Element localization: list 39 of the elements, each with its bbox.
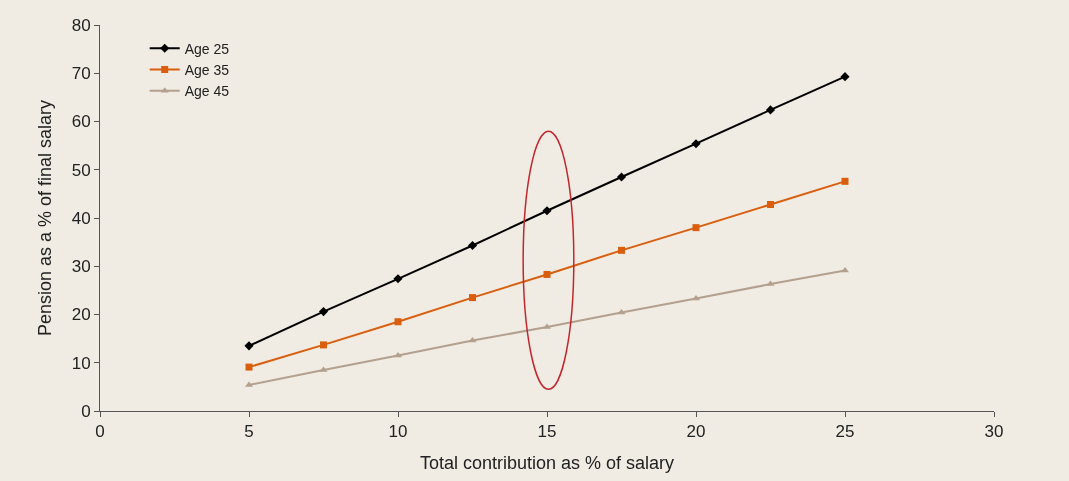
x-tick-label: 0 [95,422,105,442]
x-tick-label: 10 [388,422,408,442]
y-tick-label: 10 [71,353,91,373]
x-tick-label: 5 [244,422,254,442]
point [245,363,253,371]
y-tick-label: 0 [81,401,91,421]
y-tick-label: 50 [71,160,91,180]
legend-label: Age 45 [184,83,230,100]
y-tick-label: 80 [71,15,91,35]
x-tick-label: 30 [984,422,1004,442]
x-tick-label: 25 [835,422,855,442]
y-tick-label: 70 [71,64,91,84]
y-axis-title: Pension as a % of final salary [34,99,55,337]
point [692,224,700,232]
point [469,294,476,302]
legend-label: Age 35 [184,61,230,78]
y-tick-label: 40 [71,208,91,228]
point [244,341,254,351]
point [691,139,701,149]
x-tick-label: 20 [686,422,706,442]
legend-label: Age 25 [184,40,230,57]
point [765,105,776,115]
point [318,307,329,317]
point [616,172,627,182]
point [393,274,403,284]
y-tick-label: 60 [71,112,91,132]
point [618,246,625,254]
point [841,177,849,185]
y-tick-label: 20 [71,305,91,325]
point [467,240,478,251]
point [543,270,551,278]
point [542,206,552,216]
y-tick-label: 30 [71,257,91,277]
point [394,318,402,326]
point [767,200,774,208]
point [840,72,850,82]
x-axis-title: Total contribution as % of salary [419,452,675,473]
x-tick-label: 15 [537,422,557,442]
point [320,341,327,349]
